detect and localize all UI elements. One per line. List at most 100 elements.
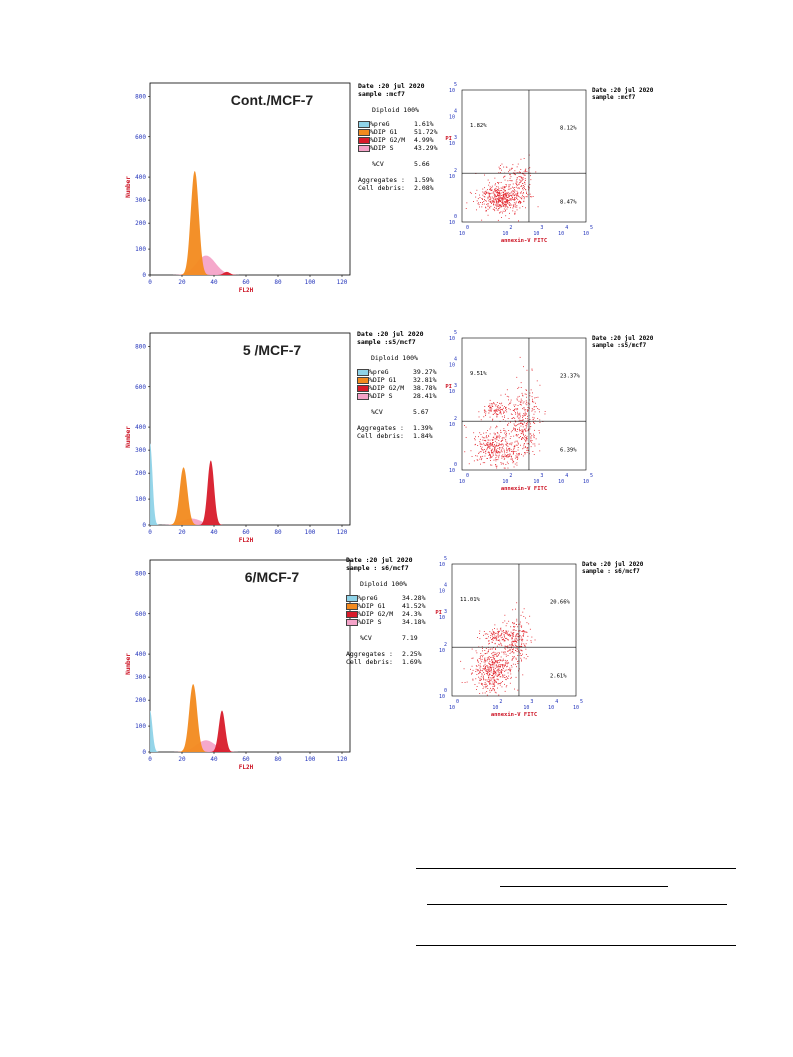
rule-2 <box>500 886 668 887</box>
scatter-point <box>489 448 491 449</box>
scatter-point <box>494 654 496 655</box>
scatter-point <box>484 409 486 411</box>
scatter-point <box>493 447 495 449</box>
scatter-point <box>499 191 500 193</box>
scatter-point <box>478 669 479 671</box>
scatter-point <box>501 457 503 459</box>
scatter-point <box>513 199 514 201</box>
scatter-point <box>495 409 496 411</box>
scatter-point <box>472 657 474 659</box>
scatter-point <box>479 663 481 665</box>
scatter-point <box>499 436 501 437</box>
scatter-point <box>489 452 490 454</box>
cell-debris: Cell debris: 1.69% <box>346 658 422 666</box>
y-tick-exponent: 3 <box>454 383 457 389</box>
scatter-point <box>495 436 497 438</box>
scatter-point <box>531 369 533 371</box>
scatter-point <box>516 193 518 195</box>
scatter-point <box>525 393 527 395</box>
scatter-point <box>509 194 511 196</box>
scatter-point <box>478 671 480 673</box>
scatter-point <box>505 686 507 688</box>
scatter-point <box>512 452 514 454</box>
scatter-point <box>503 189 505 191</box>
scatter-point <box>488 451 490 453</box>
scatter-point <box>494 691 496 693</box>
scatter-point <box>505 439 507 440</box>
scatter-point <box>485 685 487 687</box>
scatter-point <box>516 209 518 211</box>
scatter-point <box>520 186 522 187</box>
scatter-point <box>500 409 501 411</box>
scatter-point <box>487 651 489 653</box>
scatter-point <box>487 191 489 193</box>
sample-text: sample : s6/mcf7 <box>346 564 409 572</box>
scatter-point <box>517 172 519 174</box>
scatter-point <box>513 190 515 192</box>
x-tick-label: 40 <box>210 279 218 286</box>
scatter-point <box>527 447 529 449</box>
scatter-point <box>484 411 485 413</box>
scatter-point <box>504 197 505 199</box>
scatter-point <box>509 205 511 206</box>
scatter-point <box>515 202 517 204</box>
scatter-point <box>517 648 518 650</box>
x-tick-base: 10 <box>583 479 589 485</box>
scatter-point <box>492 672 494 674</box>
scatter-point <box>507 665 508 667</box>
scatter-point <box>483 678 485 680</box>
scatter-point <box>493 669 495 670</box>
scatter-point <box>480 456 482 457</box>
scatter-point <box>532 392 533 394</box>
scatter-point <box>507 655 509 656</box>
scatter-point <box>511 198 513 200</box>
scatter-point <box>516 194 518 196</box>
scatter-point <box>493 667 495 669</box>
scatter-point <box>510 677 512 679</box>
scatter-point <box>510 458 512 460</box>
scatter-point <box>483 634 484 636</box>
scatter-point <box>505 197 507 198</box>
scatter-point <box>501 197 503 199</box>
scatter-point <box>511 636 513 638</box>
legend-label: %preG <box>358 594 378 602</box>
scatter-point <box>508 422 510 424</box>
scatter-point <box>491 189 493 191</box>
scatter-point <box>498 183 499 185</box>
scatter-point <box>518 395 520 397</box>
scatter-point <box>492 418 494 420</box>
scatter-point <box>483 196 485 197</box>
scatter-point <box>506 622 508 624</box>
y-tick-base: 10 <box>439 648 445 654</box>
scatter-point <box>499 194 501 196</box>
scatter-point <box>491 439 493 440</box>
scatter-point <box>512 191 514 193</box>
scatter-point <box>519 192 521 194</box>
scatter-point <box>525 207 526 209</box>
scatter-point <box>493 658 495 659</box>
scatter-point <box>480 679 482 681</box>
scatter-point <box>497 660 499 661</box>
scatter-point <box>516 464 518 466</box>
scatter-point <box>506 666 507 668</box>
y-tick-base: 10 <box>449 362 455 368</box>
y-tick-exponent: 5 <box>454 330 457 336</box>
scatter-point <box>513 448 515 449</box>
scatter-point <box>523 198 525 200</box>
scatter-point <box>502 448 504 450</box>
scatter-point <box>499 168 501 170</box>
scatter-point <box>489 201 491 203</box>
scatter-point <box>522 415 524 417</box>
scatter-point <box>481 449 483 451</box>
scatter-point <box>503 632 505 634</box>
scatter-point <box>476 666 478 667</box>
x-tick-base: 10 <box>533 231 539 237</box>
cell-debris-value: 2.08% <box>414 184 434 192</box>
scatter-point <box>518 443 519 445</box>
scatter-point <box>485 190 487 192</box>
scatter-point <box>492 448 493 450</box>
scatter-point <box>505 201 507 203</box>
scatter-point <box>498 202 500 203</box>
scatter-point <box>516 646 517 648</box>
scatter-point <box>503 198 505 200</box>
